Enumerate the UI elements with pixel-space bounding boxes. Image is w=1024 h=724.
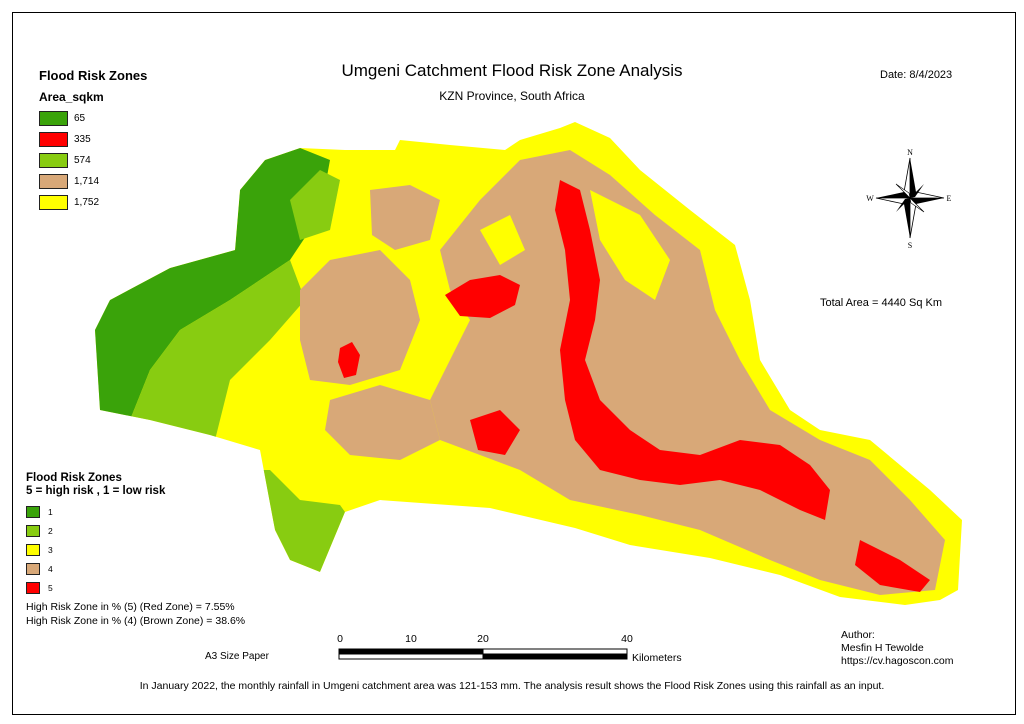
area-legend-label: 335 <box>74 134 91 145</box>
risk-zones <box>95 122 962 605</box>
area-legend-swatch <box>39 111 68 126</box>
brown-zone-percent: High Risk Zone in % (4) (Brown Zone) = 3… <box>26 615 246 627</box>
area-legend-swatch <box>39 153 68 168</box>
area-legend-swatch <box>39 174 68 189</box>
zone-5-area-north <box>445 275 520 318</box>
area-legend-label: 1,714 <box>74 176 100 187</box>
area-legend-row: 1,714 <box>39 171 147 192</box>
map-subtitle: KZN Province, South Africa <box>439 89 585 103</box>
area-legend-row: 335 <box>39 129 147 150</box>
area-legend: Flood Risk Zones Area_sqkm 65 335 574 1,714… <box>39 68 147 213</box>
zone-5-area-south <box>470 410 520 455</box>
area-legend-title: Flood Risk Zones <box>39 68 148 83</box>
zone-3-patch-2 <box>480 215 525 265</box>
risk-legend-row: 5 <box>26 578 165 597</box>
red-zone-percent: High Risk Zone in % (5) (Red Zone) = 7.5… <box>26 601 235 613</box>
scale-tick: 10 <box>405 633 417 645</box>
risk-legend-row: 1 <box>26 502 165 521</box>
total-area: Total Area = 4440 Sq Km <box>820 297 942 309</box>
area-legend-label: 65 <box>74 113 86 124</box>
zone-2-area-north <box>290 170 340 240</box>
zone-4-area-south <box>325 385 440 460</box>
risk-legend-swatch <box>26 524 40 537</box>
area-legend-row: 574 <box>39 150 147 171</box>
east-label: E <box>947 194 952 203</box>
area-legend-row: 65 <box>39 108 147 129</box>
area-legend-swatch <box>39 132 68 147</box>
map-title: Umgeni Catchment Flood Risk Zone Analysi… <box>341 61 683 80</box>
scale-tick: 40 <box>621 633 633 645</box>
risk-legend-swatch <box>26 543 40 556</box>
area-legend-label: 574 <box>74 155 91 166</box>
risk-legend-label: 3 <box>48 544 53 555</box>
date-label: Date: 8/4/2023 <box>880 69 953 81</box>
risk-legend-row: 4 <box>26 559 165 578</box>
north-label: N <box>907 148 913 157</box>
risk-percent-stats: High Risk Zone in % (5) (Red Zone) = 7.5… <box>26 600 245 628</box>
scale-bar <box>338 648 628 660</box>
zone-4-area-north <box>370 185 440 250</box>
risk-legend-title: Flood Risk Zones <box>26 472 122 484</box>
area-legend-swatch <box>39 195 68 210</box>
zone-1-area <box>95 148 330 420</box>
risk-legend-row: 2 <box>26 521 165 540</box>
zone-5-area-east <box>855 540 930 592</box>
author-block: Author: Mesfin H Tewolde https://cv.hago… <box>841 629 953 668</box>
zone-2-area-west <box>130 260 305 440</box>
area-legend-label: 1,752 <box>74 197 100 208</box>
zone-2-area-south <box>262 470 345 572</box>
risk-legend: Flood Risk Zones 5 = high risk , 1 = low… <box>26 472 165 597</box>
map-frame <box>12 12 1016 715</box>
author-url: https://cv.hagoscon.com <box>841 655 954 667</box>
area-legend-subtitle: Area_sqkm <box>39 90 104 104</box>
risk-legend-swatch <box>26 581 40 594</box>
footnote: In January 2022, the monthly rainfall in… <box>139 680 885 692</box>
risk-legend-label: 5 <box>48 582 53 593</box>
area-legend-row: 1,752 <box>39 192 147 213</box>
risk-legend-label: 2 <box>48 525 53 536</box>
north-arrow-icon: N S E W <box>866 148 951 250</box>
south-label: S <box>908 241 912 250</box>
paper-size: A3 Size Paper <box>205 651 269 662</box>
risk-legend-subtitle: 5 = high risk , 1 = low risk <box>26 485 166 497</box>
risk-legend-label: 1 <box>48 506 53 517</box>
zone-5-area-west <box>338 342 360 378</box>
risk-legend-swatch <box>26 562 40 575</box>
risk-legend-swatch <box>26 505 40 518</box>
west-label: W <box>866 194 874 203</box>
risk-legend-label: 4 <box>48 563 53 574</box>
zone-5-area-river <box>555 180 830 520</box>
scale-unit: Kilometers <box>632 652 682 664</box>
author-name: Mesfin H Tewolde <box>841 642 924 654</box>
risk-legend-row: 3 <box>26 540 165 559</box>
zone-3-patch-1 <box>590 190 670 300</box>
zone-4-area-west <box>300 250 420 385</box>
scale-tick: 0 <box>337 633 343 645</box>
author-label: Author: <box>841 629 875 641</box>
scale-tick: 20 <box>477 633 489 645</box>
